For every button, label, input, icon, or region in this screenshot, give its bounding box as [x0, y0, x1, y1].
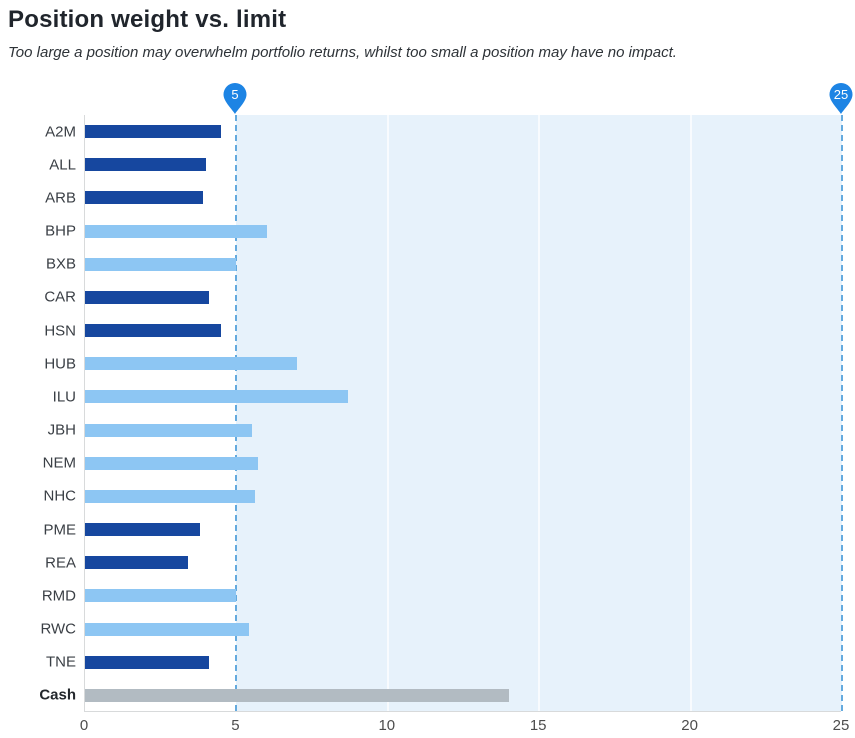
bar-BHP[interactable] [85, 224, 267, 238]
limit-line-max [841, 115, 843, 711]
category-label-A2M: A2M [45, 123, 76, 141]
bar-ALL[interactable] [85, 158, 207, 172]
limit-pin-value: 25 [834, 87, 848, 102]
category-label-NHC: NHC [43, 487, 77, 505]
map-pin-icon: 5 [223, 83, 247, 114]
category-label-ILU: ILU [52, 388, 76, 406]
category-label-BHP: BHP [45, 222, 76, 240]
category-label-HSN: HSN [44, 322, 76, 340]
bar-ILU[interactable] [85, 390, 349, 404]
bar-TNE[interactable] [85, 655, 210, 669]
category-label-NEM: NEM [42, 454, 76, 472]
bar-A2M[interactable] [85, 125, 222, 139]
category-label-RMD: RMD [41, 587, 76, 605]
limit-pin-min[interactable]: 5 [222, 82, 248, 115]
bar-Cash[interactable] [85, 688, 509, 702]
map-pin-icon: 25 [829, 83, 853, 114]
bar-CAR[interactable] [85, 290, 210, 304]
category-label-ARB: ARB [45, 189, 76, 207]
limit-line-min [235, 115, 238, 711]
bar-HSN[interactable] [85, 324, 222, 338]
x-tick-label-20: 20 [681, 717, 698, 734]
bar-REA[interactable] [85, 556, 188, 570]
bar-HUB[interactable] [85, 357, 297, 371]
category-label-HUB: HUB [44, 355, 76, 373]
plot-area [84, 115, 843, 712]
bar-RWC[interactable] [85, 622, 249, 636]
category-label-BXB: BXB [45, 255, 76, 273]
x-gridline [538, 115, 541, 711]
x-tick-label-5: 5 [231, 717, 240, 734]
x-gridline [386, 115, 389, 711]
category-label-ALL: ALL [49, 156, 76, 174]
x-tick-label-10: 10 [378, 717, 396, 734]
bar-BXB[interactable] [85, 257, 237, 271]
x-tick-label-15: 15 [529, 717, 547, 734]
limit-pin-value: 5 [232, 87, 239, 102]
bar-JBH[interactable] [85, 423, 252, 437]
x-gridline [689, 115, 692, 711]
category-label-TNE: TNE [46, 653, 76, 671]
category-label-Cash: Cash [39, 686, 76, 704]
bar-PME[interactable] [85, 523, 201, 537]
bar-RMD[interactable] [85, 589, 237, 603]
chart-title: Position weight vs. limit [8, 6, 287, 33]
category-label-JBH: JBH [47, 421, 76, 439]
category-label-RWC: RWC [40, 620, 76, 638]
limit-pin-max[interactable]: 25 [828, 82, 854, 115]
bar-ARB[interactable] [85, 191, 204, 205]
x-tick-label-0: 0 [79, 717, 89, 734]
bar-NEM[interactable] [85, 456, 258, 470]
category-label-CAR: CAR [44, 288, 76, 306]
x-tick-label-25: 25 [832, 717, 850, 734]
category-label-PME: PME [43, 521, 76, 539]
chart-subtitle: Too large a position may overwhelm portf… [8, 44, 677, 61]
category-label-REA: REA [45, 554, 76, 572]
bar-NHC[interactable] [85, 489, 255, 503]
